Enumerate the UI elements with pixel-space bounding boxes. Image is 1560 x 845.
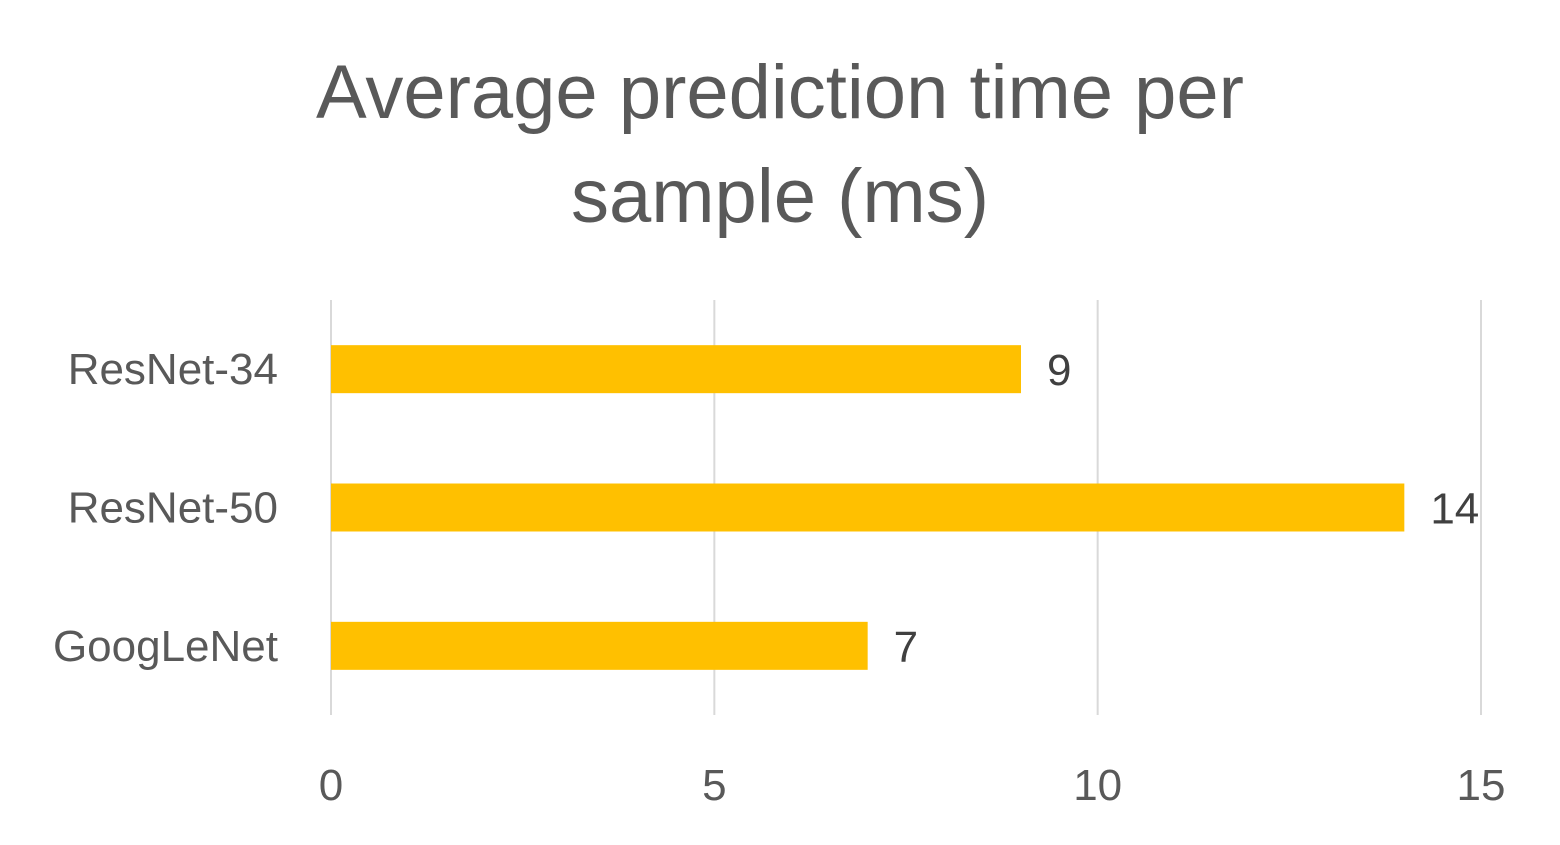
bar-resnet-34: [331, 345, 1021, 394]
data-labels: 9 14 7: [894, 346, 1480, 672]
bars: [331, 345, 1405, 670]
data-label: 9: [1047, 346, 1071, 395]
x-tick-labels: 0 5 10 15: [319, 761, 1506, 810]
x-tick-label: 10: [1073, 761, 1122, 810]
chart-title-line-2: sample (ms): [571, 154, 989, 239]
x-tick-label: 5: [702, 761, 726, 810]
bar-googlenet: [331, 621, 868, 670]
chart-title: Average prediction time per sample (ms): [316, 50, 1244, 239]
bar-resnet-50: [331, 483, 1405, 532]
category-label: GoogLeNet: [53, 622, 278, 671]
data-label: 7: [894, 623, 918, 672]
data-label: 14: [1430, 485, 1479, 534]
x-tick-label: 0: [319, 761, 343, 810]
category-labels: ResNet-34 ResNet-50 GoogLeNet: [53, 345, 278, 671]
category-label: ResNet-50: [68, 484, 278, 533]
x-tick-label: 15: [1457, 761, 1506, 810]
chart-title-line-1: Average prediction time per: [316, 50, 1244, 135]
category-label: ResNet-34: [68, 345, 278, 394]
